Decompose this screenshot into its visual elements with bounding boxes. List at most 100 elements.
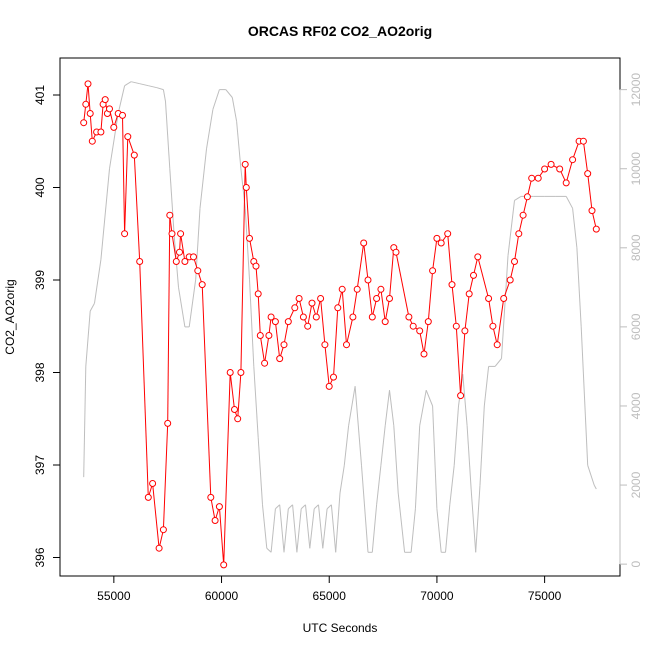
co2-segment — [356, 242, 365, 290]
altitude-segment — [410, 508, 416, 553]
altitude-segment — [397, 492, 406, 553]
altitude-segment — [275, 504, 281, 510]
x-tick-label: 65000 — [313, 589, 347, 603]
altitude-segment — [335, 492, 341, 553]
y2-tick-label: 10000 — [629, 152, 643, 186]
altitude-segment — [445, 504, 451, 553]
altitude-segment — [100, 168, 110, 260]
co2-point — [534, 174, 542, 182]
altitude-segment — [380, 425, 386, 466]
co2-segment — [384, 298, 390, 322]
altitude-segment — [296, 508, 302, 553]
co2-segment — [320, 298, 326, 345]
altitude-segment — [330, 504, 337, 553]
co2-point — [515, 230, 523, 238]
co2-point — [166, 211, 174, 219]
co2-point — [86, 110, 94, 117]
altitude-segment — [287, 504, 293, 510]
altitude-segment — [300, 504, 306, 510]
co2-segment — [201, 284, 212, 498]
co2-point — [338, 285, 346, 293]
co2-point — [164, 419, 172, 427]
altitude-segment — [124, 81, 132, 87]
altitude-segment — [292, 504, 298, 553]
co2-segment — [367, 279, 373, 318]
co2-point — [312, 313, 320, 321]
altitude-segment — [270, 508, 276, 553]
altitude-segment — [89, 302, 95, 312]
altitude-segment — [483, 366, 490, 407]
altitude-segment — [318, 504, 324, 549]
co2-point — [220, 561, 228, 569]
altitude-segment — [322, 508, 328, 549]
co2-segment — [565, 159, 574, 184]
co2-segment — [389, 247, 395, 299]
co2-segment — [455, 326, 462, 396]
altitude-segment — [376, 465, 382, 505]
co2-point — [242, 184, 250, 191]
altitude-segment — [178, 287, 186, 327]
co2-point — [500, 295, 508, 302]
co2-segment — [240, 164, 246, 373]
altitude-segment — [169, 168, 175, 236]
altitude-segment — [109, 113, 119, 169]
co2-point — [231, 406, 238, 413]
co2-point — [130, 151, 138, 159]
co2-point — [168, 230, 176, 238]
y2-tick-label: 6000 — [629, 313, 643, 340]
co2-point — [353, 285, 361, 293]
co2-point — [584, 170, 592, 178]
co2-point — [541, 165, 549, 173]
co2-point — [101, 96, 109, 104]
co2-point — [181, 258, 189, 265]
altitude-segment — [572, 208, 578, 248]
co2-point — [190, 253, 197, 261]
altitude-segment — [470, 492, 477, 553]
co2-segment — [395, 252, 410, 318]
co2-point — [276, 355, 284, 363]
altitude-segment — [425, 390, 434, 407]
altitude-segment — [580, 326, 589, 466]
co2-segment — [244, 164, 247, 188]
co2-point — [437, 239, 445, 247]
chart-title: ORCAS RF02 CO2_AO2orig — [248, 23, 432, 39]
co2-point — [80, 119, 88, 127]
altitude-segment — [565, 196, 574, 209]
altitude-segment — [339, 465, 345, 494]
co2-point — [177, 230, 185, 238]
co2-segment — [139, 261, 149, 498]
altitude-segment — [514, 195, 522, 201]
co2-segment — [488, 298, 494, 327]
co2-segment — [124, 136, 129, 234]
x-tick-label: 70000 — [420, 589, 454, 603]
y2-tick-label: 8000 — [629, 234, 643, 261]
co2-segment — [427, 270, 434, 322]
altitude-segment — [309, 508, 315, 549]
altitude-segment — [436, 508, 442, 553]
altitude-segment — [507, 200, 515, 256]
altitude-segment — [148, 85, 158, 89]
co2-segment — [587, 173, 593, 211]
co2-point — [241, 160, 249, 168]
co2-segment — [249, 238, 255, 262]
co2-point — [424, 318, 432, 326]
co2-segment — [464, 293, 470, 331]
x-tick-label: 55000 — [97, 589, 131, 603]
co2-series-points — [80, 80, 600, 569]
co2-point — [592, 225, 600, 233]
altitude-segment — [348, 386, 356, 426]
altitude-segment — [162, 89, 166, 102]
co2-point — [325, 382, 333, 390]
altitude-segment — [389, 390, 395, 426]
co2-segment — [451, 284, 457, 327]
co2-point — [392, 248, 400, 256]
co2-point — [136, 258, 144, 265]
altitude-segment — [462, 374, 468, 426]
altitude-segment — [414, 425, 421, 509]
co2-point — [405, 313, 413, 321]
altitude-segment — [305, 504, 311, 549]
co2-point — [265, 332, 273, 339]
co2-segment — [380, 289, 386, 322]
co2-point — [295, 295, 303, 302]
co2-segment — [283, 321, 289, 345]
